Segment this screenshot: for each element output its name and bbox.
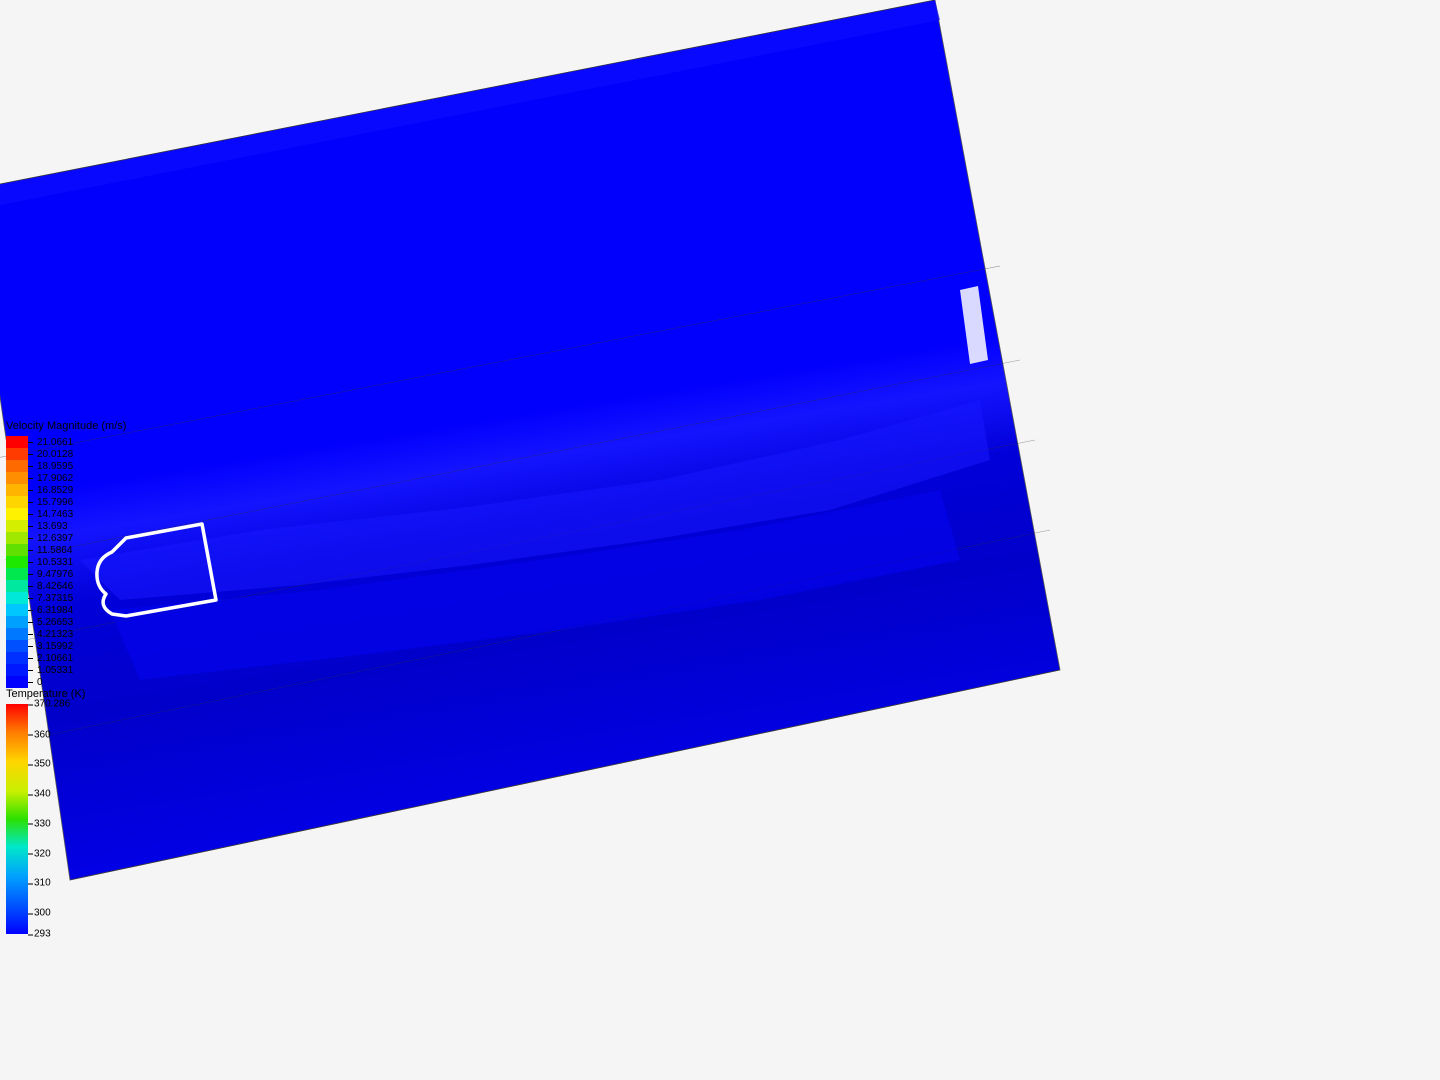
velocity-legend-row: 0 — [6, 676, 126, 688]
velocity-legend-swatch — [6, 448, 28, 460]
velocity-legend-label: 17.9062 — [37, 473, 73, 484]
velocity-legend-row: 15.7996 — [6, 496, 126, 508]
velocity-legend-swatch — [6, 664, 28, 676]
velocity-legend-label: 14.7463 — [37, 509, 73, 520]
velocity-legend-label: 4.21323 — [37, 629, 73, 640]
velocity-legend-label: 0 — [37, 677, 43, 688]
velocity-legend-swatch — [6, 484, 28, 496]
velocity-legend-swatch — [6, 616, 28, 628]
velocity-legend-label: 11.5864 — [37, 545, 72, 556]
velocity-legend-row: 4.21323 — [6, 628, 126, 640]
velocity-legend-row: 10.5331 — [6, 556, 126, 568]
velocity-legend-row: 18.9595 — [6, 460, 126, 472]
velocity-legend-swatch — [6, 556, 28, 568]
temperature-colorbar — [6, 704, 28, 934]
velocity-legend-row: 7.37315 — [6, 592, 126, 604]
velocity-legend-label: 16.8529 — [37, 485, 73, 496]
velocity-legend-row: 2.10661 — [6, 652, 126, 664]
velocity-legend-label: 15.7996 — [37, 497, 73, 508]
velocity-legend-label: 20.0128 — [37, 449, 73, 460]
velocity-legend-swatch — [6, 676, 28, 688]
velocity-legend-row: 13.693 — [6, 520, 126, 532]
velocity-legend-swatch — [6, 460, 28, 472]
velocity-legend-swatch — [6, 532, 28, 544]
velocity-legend-label: 3.15992 — [37, 641, 73, 652]
velocity-legend-label: 1.05331 — [37, 665, 73, 676]
velocity-legend-swatch — [6, 544, 28, 556]
cfd-contour-plot — [0, 0, 1440, 1080]
velocity-legend-swatch — [6, 568, 28, 580]
temperature-legend-label: 350 — [34, 759, 51, 770]
velocity-legend-row: 11.5864 — [6, 544, 126, 556]
velocity-legend-row: 14.7463 — [6, 508, 126, 520]
velocity-legend-label: 5.26653 — [37, 617, 73, 628]
velocity-legend-swatch — [6, 580, 28, 592]
velocity-legend-swatch — [6, 628, 28, 640]
temperature-legend: Temperature (K) 370.28636035034033032031… — [6, 688, 85, 934]
velocity-legend-label: 21.0661 — [37, 437, 73, 448]
velocity-legend-title: Velocity Magnitude (m/s) — [6, 420, 126, 432]
velocity-legend-row: 9.47976 — [6, 568, 126, 580]
temperature-legend-label: 340 — [34, 789, 51, 800]
temperature-legend-label: 300 — [34, 908, 51, 919]
velocity-legend-label: 2.10661 — [37, 653, 73, 664]
velocity-legend-swatch — [6, 496, 28, 508]
velocity-legend-row: 6.31984 — [6, 604, 126, 616]
velocity-legend-swatch — [6, 508, 28, 520]
temperature-legend-label: 360 — [34, 729, 51, 740]
velocity-legend-label: 12.6397 — [37, 533, 73, 544]
velocity-legend-label: 18.9595 — [37, 461, 73, 472]
velocity-legend-row: 20.0128 — [6, 448, 126, 460]
velocity-legend-row: 8.42646 — [6, 580, 126, 592]
velocity-legend-swatch — [6, 592, 28, 604]
temperature-legend-label: 293 — [34, 929, 51, 940]
velocity-legend-row: 5.26653 — [6, 616, 126, 628]
velocity-legend-swatch — [6, 436, 28, 448]
velocity-legend: Velocity Magnitude (m/s) 21.066120.01281… — [6, 420, 126, 688]
temperature-legend-label: 370.286 — [34, 699, 70, 710]
velocity-legend-row: 1.05331 — [6, 664, 126, 676]
velocity-legend-row: 3.15992 — [6, 640, 126, 652]
velocity-legend-swatch — [6, 520, 28, 532]
velocity-legend-label: 8.42646 — [37, 581, 73, 592]
velocity-legend-row: 17.9062 — [6, 472, 126, 484]
temperature-legend-label: 310 — [34, 878, 51, 889]
velocity-legend-swatch — [6, 604, 28, 616]
velocity-legend-row: 16.8529 — [6, 484, 126, 496]
velocity-legend-row: 21.0661 — [6, 436, 126, 448]
velocity-legend-label: 10.5331 — [37, 557, 73, 568]
temperature-legend-label: 320 — [34, 848, 51, 859]
velocity-legend-label: 7.37315 — [37, 593, 73, 604]
velocity-legend-label: 9.47976 — [37, 569, 73, 580]
velocity-legend-swatch — [6, 472, 28, 484]
velocity-legend-label: 13.693 — [37, 521, 68, 532]
temperature-legend-label: 330 — [34, 818, 51, 829]
velocity-legend-label: 6.31984 — [37, 605, 73, 616]
velocity-legend-swatch — [6, 640, 28, 652]
velocity-legend-row: 12.6397 — [6, 532, 126, 544]
velocity-legend-swatch — [6, 652, 28, 664]
